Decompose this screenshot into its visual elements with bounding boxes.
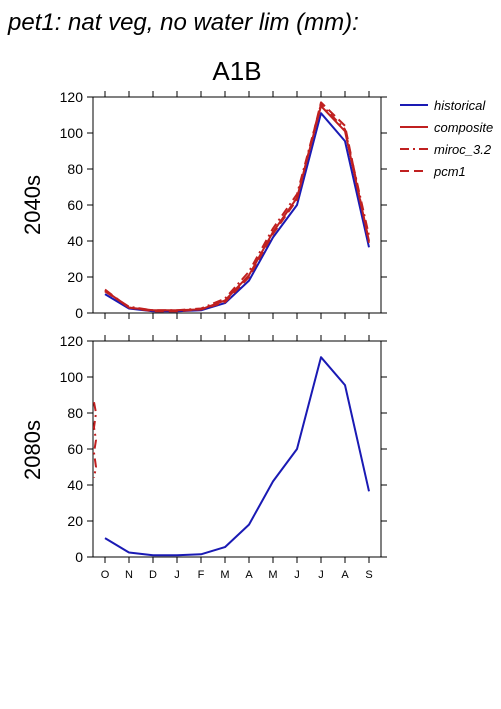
y-tick-label: 20 <box>67 513 83 529</box>
legend-label-miroc_3.2: miroc_3.2 <box>434 142 492 157</box>
y-tick-label: 60 <box>67 197 83 213</box>
row-label-2040s: 2040s <box>20 175 45 235</box>
x-tick-label-9: J <box>318 569 324 581</box>
y-tick-label: 80 <box>67 405 83 421</box>
legend-label-composite: composite <box>434 120 493 135</box>
panel-2080s: 0 20 40 60 80 100 120 O N D J F M A M J J A S <box>60 333 387 581</box>
edge-artifact-line <box>92 402 98 478</box>
panel-2040s: 0 20 40 60 80 100 120 <box>60 89 387 321</box>
y-tick-label: 100 <box>60 369 84 385</box>
y-tick-label: 120 <box>60 89 84 105</box>
x-tick-label-0: O <box>101 569 110 581</box>
x-tick-label-4: F <box>198 569 205 581</box>
y-tick-label: 40 <box>67 233 83 249</box>
series-line-historical <box>104 112 370 313</box>
series-line-miroc_3.2 <box>104 103 370 312</box>
legend: historical composite miroc_3.2 pcm1 <box>400 98 493 179</box>
x-tick-label-8: J <box>294 569 300 581</box>
y-tick-label: 60 <box>67 441 83 457</box>
series-line-pcm1 <box>104 101 370 313</box>
x-tick-label-2: D <box>149 569 157 581</box>
x-tick-label-10: A <box>341 569 349 581</box>
x-tick-label-6: A <box>245 569 253 581</box>
legend-label-pcm1: pcm1 <box>433 164 466 179</box>
y-tick-label: 20 <box>67 269 83 285</box>
y-tick-label: 100 <box>60 125 84 141</box>
plot-frame <box>92 96 382 314</box>
series-line-historical <box>104 356 370 557</box>
x-tick-label-1: N <box>125 569 133 581</box>
series-line-composite <box>104 105 370 312</box>
x-tick-label-11: S <box>365 569 372 581</box>
x-tick-label-3: J <box>174 569 180 581</box>
row-label-2080s: 2080s <box>20 420 45 480</box>
y-tick-label: 0 <box>75 305 83 321</box>
y-tick-label: 120 <box>60 333 84 349</box>
scenario-title: A1B <box>212 56 261 86</box>
y-tick-label: 0 <box>75 549 83 565</box>
plot-frame <box>92 340 382 558</box>
y-tick-label: 80 <box>67 161 83 177</box>
figure-title: pet1: nat veg, no water lim (mm): <box>7 9 359 36</box>
x-tick-label-5: M <box>220 569 229 581</box>
legend-label-historical: historical <box>434 98 486 113</box>
x-tick-label-7: M <box>268 569 277 581</box>
y-tick-label: 40 <box>67 477 83 493</box>
